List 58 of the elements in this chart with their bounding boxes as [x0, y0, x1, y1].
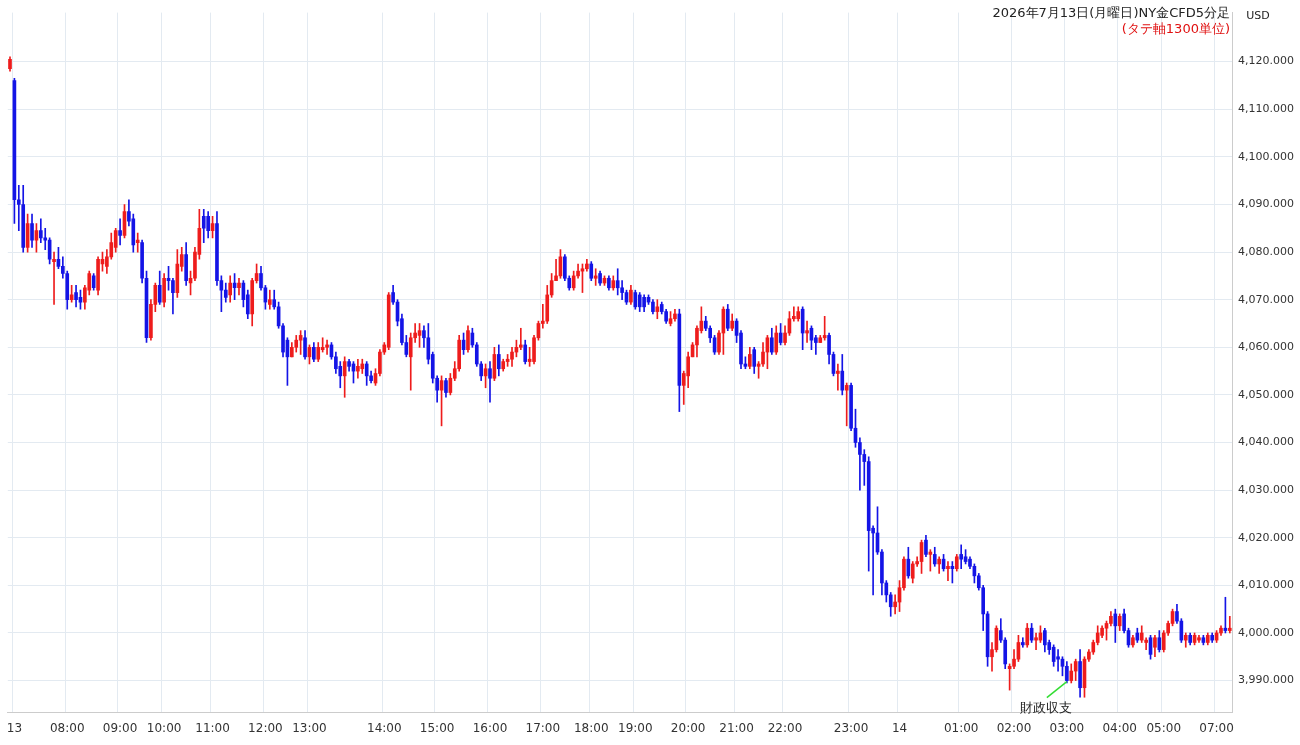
x-tick-label: 03:00 — [1049, 721, 1085, 736]
candlestick — [836, 363, 840, 391]
x-tick-label: 09:00 — [102, 721, 138, 736]
y-tick-label: 4,010.000 — [1238, 578, 1294, 592]
y-tick-label: 4,120.000 — [1238, 54, 1294, 68]
x-tick-label: 10:00 — [146, 721, 182, 736]
annotation: 財政収支 — [1019, 699, 1072, 715]
x-tick-label: 14 — [891, 721, 908, 736]
candlestick — [1227, 615, 1232, 634]
candlestick — [937, 556, 941, 574]
candlestick — [518, 327, 523, 351]
y-tick-label: 4,000.000 — [1238, 625, 1294, 639]
y-tick-label: 4,090.000 — [1238, 197, 1294, 211]
y-axis-title: USD — [1246, 9, 1270, 22]
text: (タテ軸1300単位) — [1121, 21, 1230, 36]
x-tick-label: 14:00 — [367, 721, 402, 736]
y-tick-label: 4,110.000 — [1238, 102, 1294, 116]
candlestick — [1021, 637, 1025, 648]
candlestick — [946, 561, 950, 581]
x-tick-label: 07:00 — [1199, 721, 1234, 736]
y-tick-label: 4,060.000 — [1238, 340, 1294, 354]
x-tick-label: 16:00 — [472, 721, 508, 736]
y-tick-label: 4,080.000 — [1238, 244, 1294, 258]
y-tick-label: 4,030.000 — [1238, 482, 1294, 496]
x-tick-label: 21:00 — [719, 721, 754, 736]
candlestick — [805, 320, 809, 343]
x-tick-label: 18:00 — [573, 721, 609, 736]
x-tick-label: 19:00 — [618, 721, 653, 736]
y-tick-label: 4,070.000 — [1238, 292, 1294, 306]
candlestick — [52, 251, 56, 305]
candlestick — [135, 232, 140, 253]
x-tick-label: 22:00 — [767, 721, 803, 736]
candlestick — [118, 218, 122, 246]
candlestick — [1056, 649, 1060, 672]
y-tick-label: 4,050.000 — [1238, 387, 1294, 401]
x-tick-label: 12:00 — [248, 721, 283, 736]
y-tick-label: 4,100.000 — [1238, 149, 1294, 163]
candlestick — [844, 382, 849, 427]
x-tick-label: 04:00 — [1102, 721, 1138, 736]
candlestick — [593, 268, 598, 286]
x-tick-label: 13:00 — [292, 721, 327, 736]
chart-title: 2026年7月13日(月曜日)NY金CFD5分足 — [992, 5, 1230, 20]
candlestick — [325, 339, 329, 355]
y-tick-label: 4,020.000 — [1238, 530, 1294, 544]
x-tick-label: 08:00 — [49, 721, 85, 736]
x-tick-label: 23:00 — [833, 721, 869, 736]
x-tick-label: 17:00 — [525, 721, 561, 736]
x-tick-label: 20:00 — [670, 721, 706, 736]
x-tick-label: 11:00 — [195, 721, 230, 736]
x-tick-label: 15:00 — [419, 721, 455, 736]
x-tick-label: 02:00 — [996, 721, 1032, 736]
y-tick-label: 3,990.000 — [1238, 673, 1294, 687]
x-tick-label: 05:00 — [1146, 721, 1182, 736]
y-tick-label: 4,040.000 — [1238, 435, 1294, 449]
candlestick — [356, 358, 360, 379]
x-tick-label: 13 — [6, 721, 23, 736]
x-tick-label: 01:00 — [943, 721, 979, 736]
candlestick — [1034, 632, 1038, 650]
